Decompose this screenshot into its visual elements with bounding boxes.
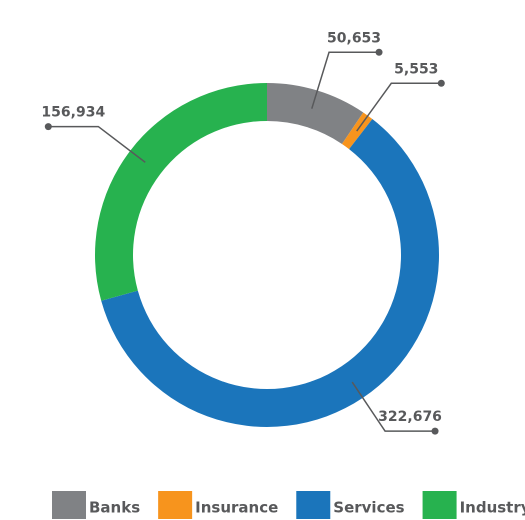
data-label: 5,553 (394, 61, 438, 77)
leader-dot (437, 79, 445, 87)
legend-swatch (296, 491, 331, 519)
leader-dot (375, 48, 383, 56)
legend-swatch (422, 491, 457, 519)
leader-dot (44, 123, 52, 131)
data-label: 156,934 (41, 105, 105, 121)
legend-label: Banks (89, 499, 140, 517)
donut-slice (267, 83, 364, 144)
legend-swatch (52, 491, 86, 519)
leader-line (311, 51, 380, 109)
legend-swatch (158, 491, 193, 519)
leader-dot (431, 427, 439, 435)
donut-slice (94, 83, 267, 301)
data-label: 322,676 (378, 409, 442, 425)
leader-line (48, 125, 146, 163)
leader-line (351, 381, 436, 432)
legend-label: Services (333, 499, 404, 517)
data-label: 50,653 (327, 30, 381, 46)
legend-label: Insurance (195, 499, 278, 517)
legend-label: Industry (460, 499, 525, 517)
leader-line (356, 82, 442, 132)
